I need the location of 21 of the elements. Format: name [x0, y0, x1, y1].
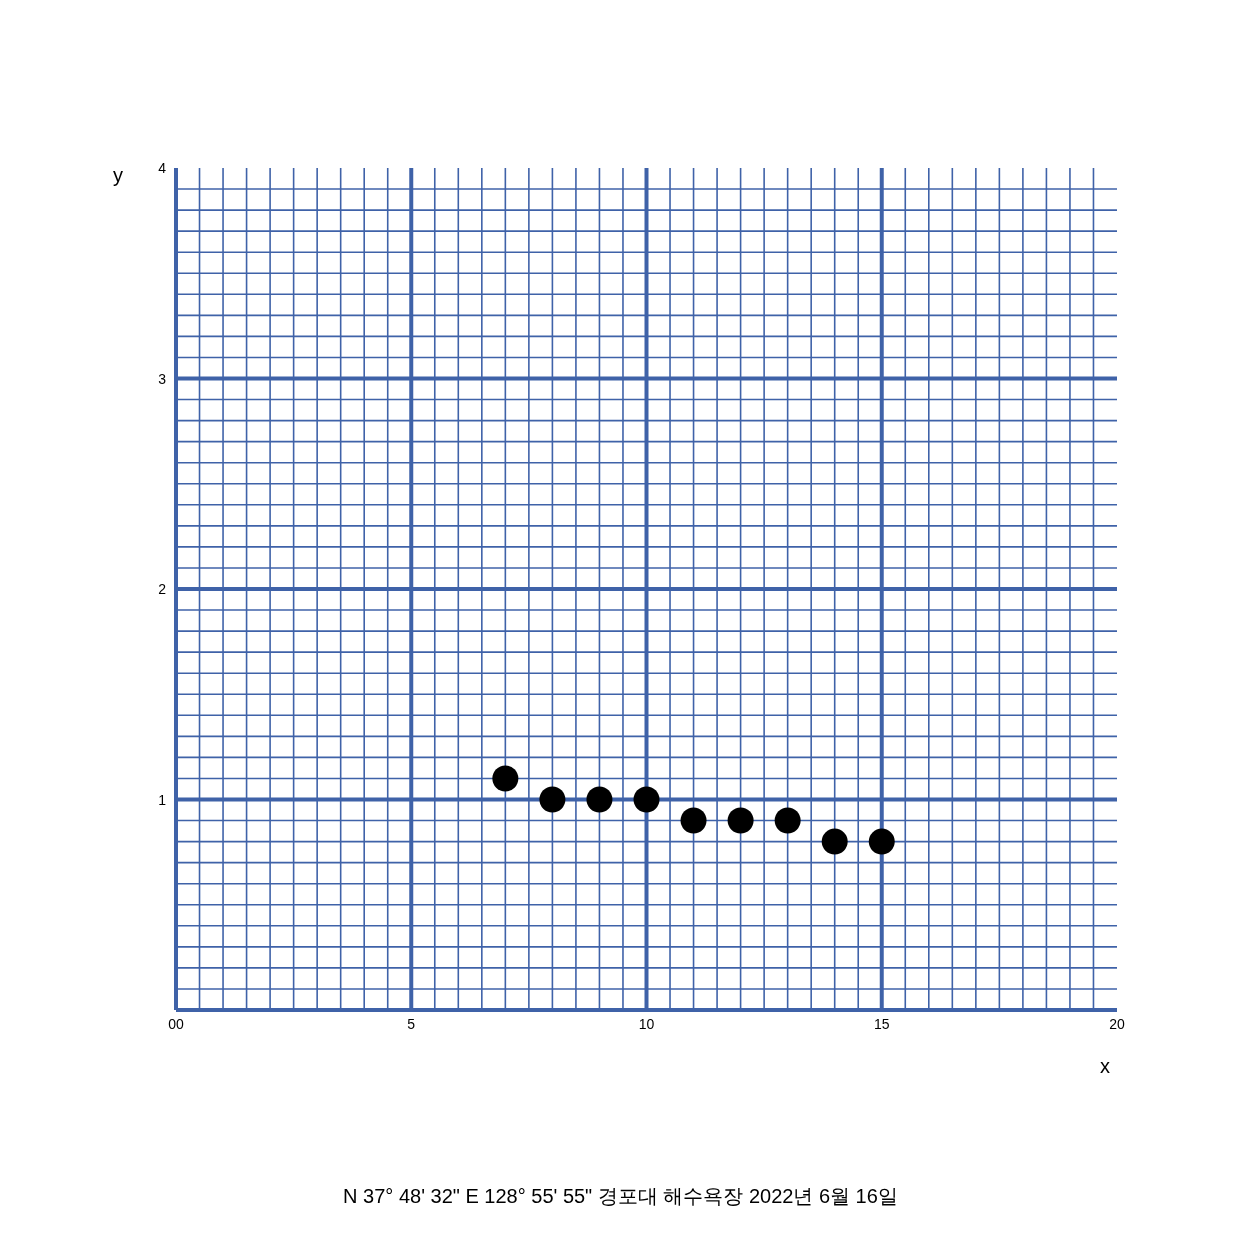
- x-tick-label: 5: [407, 1016, 416, 1032]
- x-tick-label: 00: [168, 1016, 184, 1032]
- point: [727, 807, 754, 834]
- y-axis-title: y: [113, 164, 123, 186]
- point: [821, 828, 848, 855]
- x-axis-title: x: [1100, 1055, 1110, 1077]
- y-tick-label: 4: [158, 160, 167, 176]
- point: [586, 786, 613, 813]
- x-tick-label: 10: [638, 1016, 655, 1032]
- text: N 37° 48' 32" E 128° 55' 55" 경포대 해수욕장 2022년 6월 16일: [343, 1185, 898, 1207]
- point: [539, 786, 566, 813]
- y-tick-label: 2: [158, 581, 167, 597]
- y-tick-label: 1: [158, 791, 167, 808]
- x-tick-label: 20: [1109, 1016, 1125, 1032]
- point: [492, 765, 519, 792]
- point: [680, 807, 707, 834]
- point: [774, 807, 801, 834]
- y-tick-label: 3: [158, 370, 167, 387]
- x-tick-label: 15: [873, 1016, 890, 1032]
- point: [633, 786, 660, 813]
- point: [868, 828, 895, 855]
